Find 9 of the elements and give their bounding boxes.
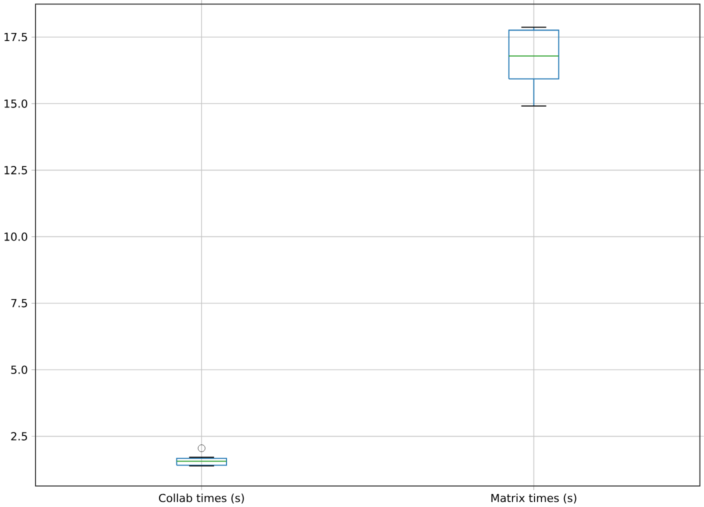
y-tick-label: 17.5 [4, 33, 27, 42]
y-tick-label: 7.5 [11, 299, 27, 308]
x-tick-label: Matrix times (s) [491, 494, 576, 504]
x-tick-label: Collab times (s) [158, 494, 244, 504]
y-tick-label: 15.0 [4, 100, 28, 108]
y-tick-label: 10.0 [4, 232, 28, 241]
y-tick-label: 12.5 [4, 166, 27, 174]
y-tick-label: 2.5 [11, 432, 27, 441]
y-tick-label: 5.0 [11, 366, 28, 374]
